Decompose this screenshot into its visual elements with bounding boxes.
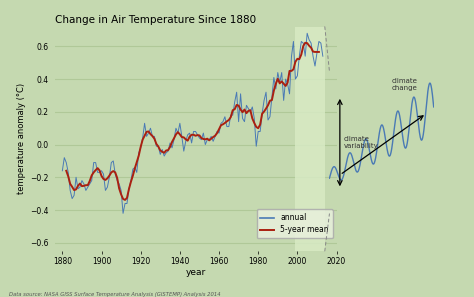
5-year mean [302, 41, 308, 45]
5-year mean [263, 107, 269, 110]
X-axis label: year: year [185, 268, 206, 277]
5-year mean [134, 160, 140, 164]
Text: Data source: NASA GISS Surface Temperature Analysis (GISTEMP) Analysis 2014: Data source: NASA GISS Surface Temperatu… [9, 292, 221, 296]
5-year mean [316, 50, 322, 54]
Bar [295, 27, 325, 251]
annual [126, 187, 132, 191]
5-year mean [64, 169, 69, 173]
annual [120, 211, 126, 215]
annual [161, 154, 167, 158]
Text: Change in Air Temperature Since 1880: Change in Air Temperature Since 1880 [55, 15, 255, 25]
annual [73, 176, 79, 179]
annual [60, 169, 65, 173]
Y-axis label: temperature anomaly (°C): temperature anomaly (°C) [17, 83, 26, 195]
annual [306, 38, 312, 42]
5-year mean [122, 198, 128, 202]
annual [320, 54, 326, 58]
5-year mean [232, 108, 237, 111]
Text: climate
variability: climate variability [344, 136, 379, 149]
annual [116, 182, 122, 186]
annual [304, 31, 310, 35]
Text: climate
change: climate change [392, 78, 418, 91]
5-year mean [197, 134, 202, 137]
5-year mean [251, 121, 257, 125]
Legend: annual, 5-year mean: annual, 5-year mean [256, 209, 333, 238]
Line: 5-year mean: 5-year mean [66, 43, 319, 200]
annual [308, 41, 314, 45]
5-year mean [173, 133, 179, 136]
Line: annual: annual [63, 33, 323, 213]
